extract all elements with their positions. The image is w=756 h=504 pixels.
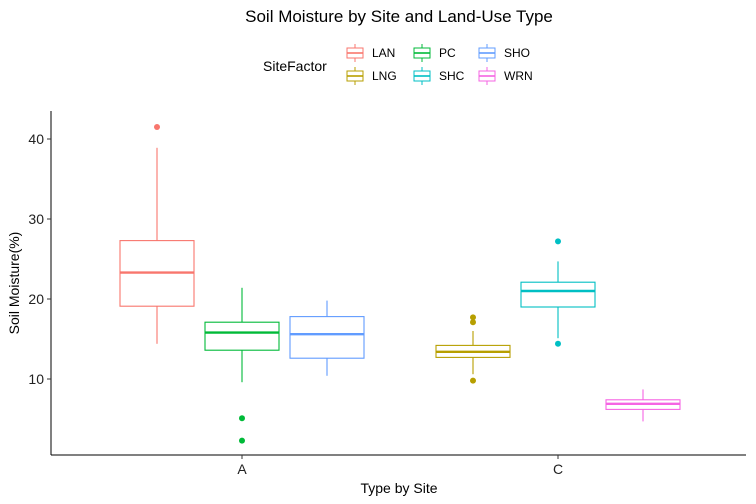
legend-title: SiteFactor bbox=[263, 58, 327, 74]
y-axis-title: Soil Moisture(%) bbox=[6, 232, 22, 335]
box-iqr bbox=[520, 281, 596, 308]
legend-label: SHO bbox=[504, 46, 530, 60]
box-sho bbox=[289, 300, 365, 376]
box-iqr bbox=[204, 321, 280, 351]
box-lng bbox=[435, 314, 511, 384]
outlier-point bbox=[470, 319, 476, 326]
legend-entry-lng: LNG bbox=[346, 67, 397, 85]
legend-entry-pc: PC bbox=[413, 44, 456, 62]
box-pc bbox=[204, 287, 280, 444]
outlier-point bbox=[239, 415, 245, 422]
y-tick-label: 40 bbox=[28, 131, 44, 147]
legend: SiteFactor LAN LNG PC SHC SHO WRN bbox=[263, 44, 533, 85]
box-wrn bbox=[605, 389, 681, 422]
y-tick-label: 30 bbox=[28, 211, 44, 227]
legend-entry-shc: SHC bbox=[413, 67, 465, 85]
plot-area: 10 20 30 40 A C bbox=[28, 111, 746, 477]
outlier-point bbox=[555, 340, 561, 347]
legend-entry-wrn: WRN bbox=[478, 67, 533, 85]
outlier-point bbox=[154, 124, 160, 130]
legend-entry-sho: SHO bbox=[478, 44, 530, 62]
outlier-point bbox=[470, 377, 476, 384]
legend-label: PC bbox=[439, 46, 456, 60]
outlier-point bbox=[470, 314, 476, 321]
x-tick-label: C bbox=[553, 461, 563, 477]
y-tick-label: 10 bbox=[28, 371, 44, 387]
x-axis-title: Type by Site bbox=[360, 480, 437, 496]
legend-label: LAN bbox=[372, 46, 395, 60]
box-iqr bbox=[289, 316, 365, 359]
x-tick-label: A bbox=[237, 461, 247, 477]
outlier-point bbox=[555, 238, 561, 245]
legend-label: SHC bbox=[439, 69, 465, 83]
legend-label: WRN bbox=[504, 69, 533, 83]
box-lan bbox=[119, 124, 195, 344]
chart-title: Soil Moisture by Site and Land-Use Type bbox=[245, 7, 553, 26]
legend-entry-lan: LAN bbox=[346, 44, 395, 62]
legend-label: LNG bbox=[372, 69, 397, 83]
box-shc bbox=[520, 238, 596, 347]
outlier-point bbox=[239, 437, 245, 444]
y-tick-label: 20 bbox=[28, 291, 44, 307]
